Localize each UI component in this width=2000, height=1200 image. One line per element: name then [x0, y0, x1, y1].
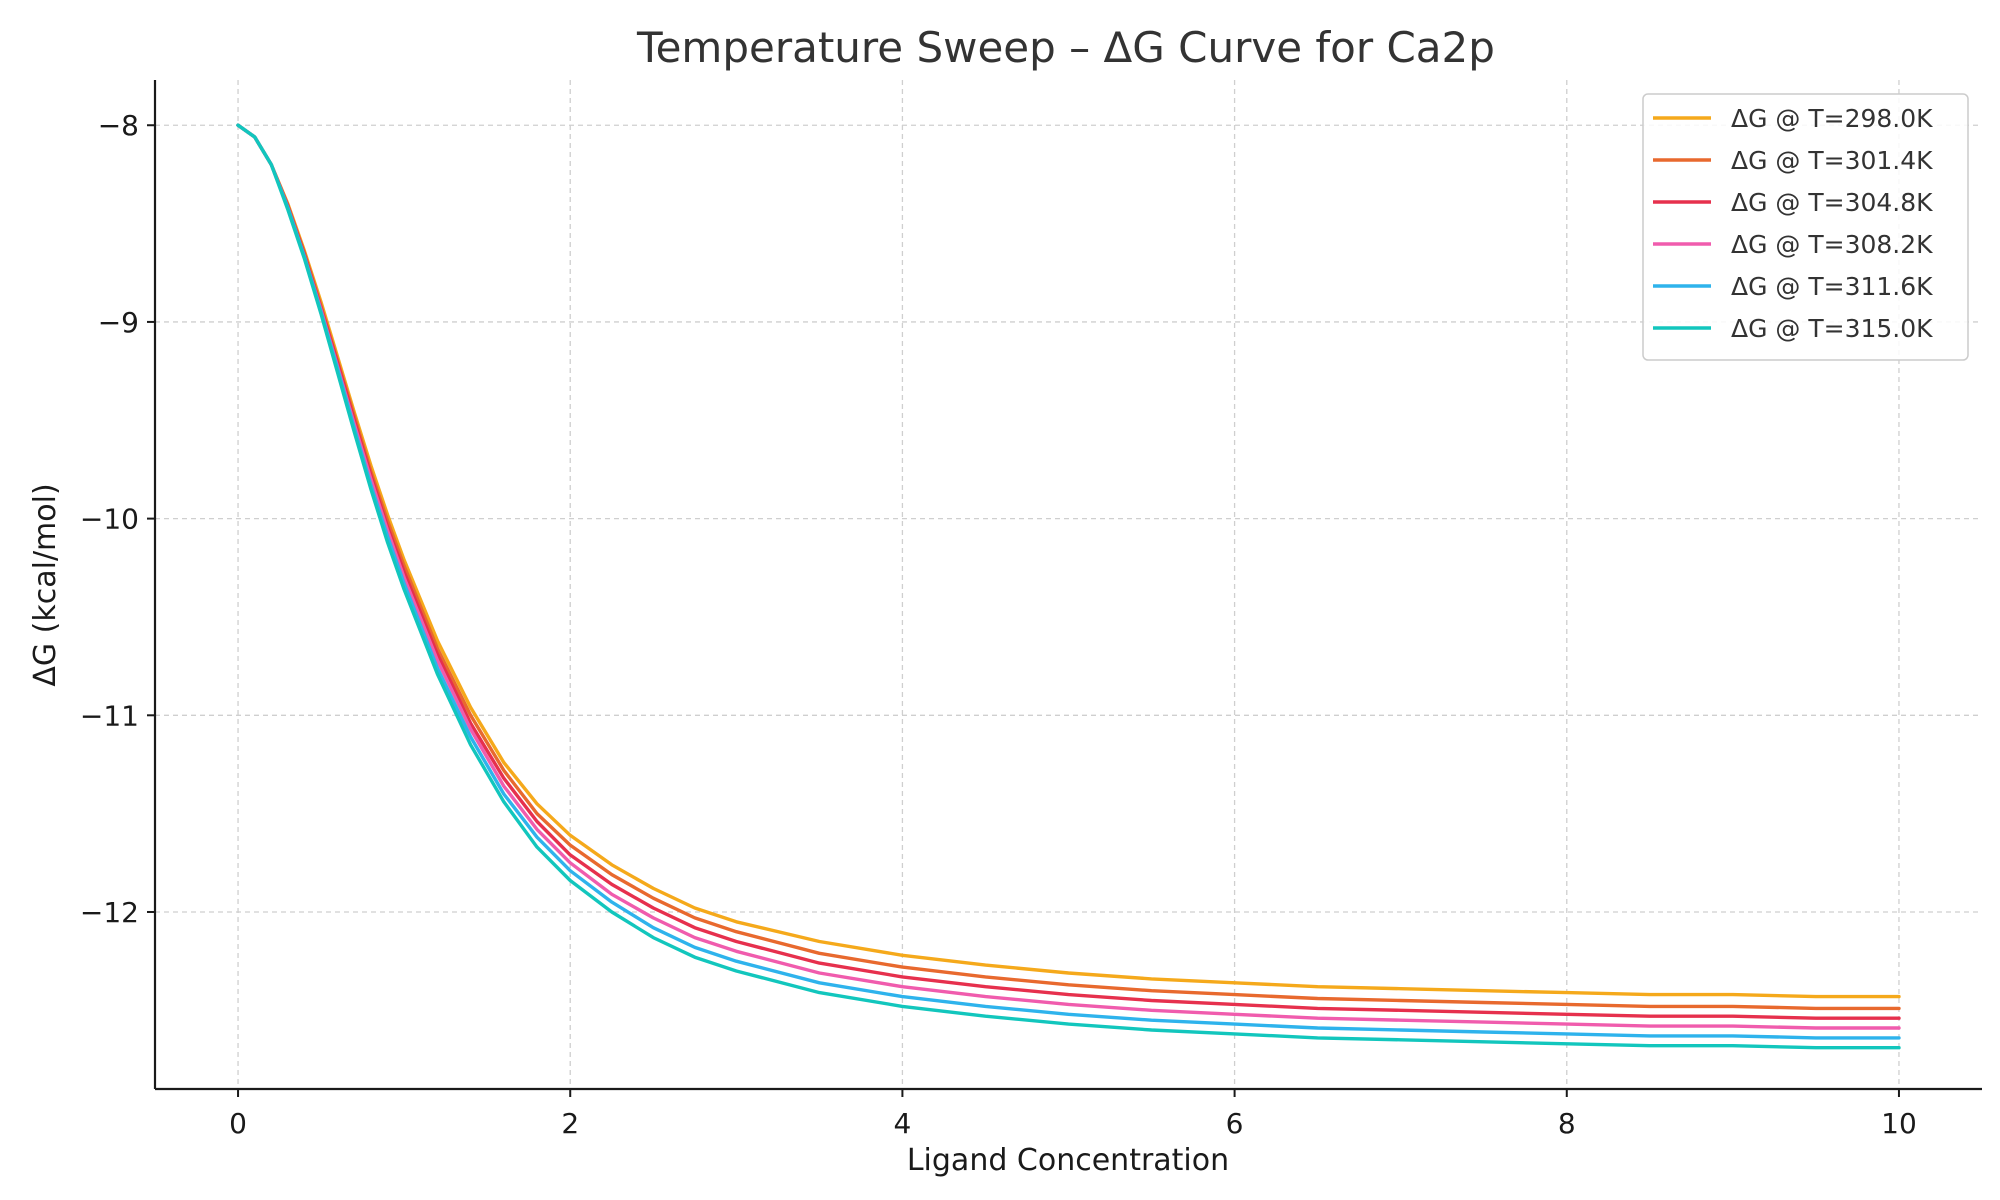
legend-label: ΔG @ T=301.4K: [1731, 146, 1933, 175]
x-tick-label: 10: [1881, 1107, 1917, 1140]
y-axis-title: ΔG (kcal/mol): [28, 483, 63, 686]
x-tick-label: 8: [1558, 1107, 1576, 1140]
series-line-6: [236, 123, 1901, 1050]
chart-title: Temperature Sweep – ΔG Curve for Ca2p: [636, 23, 1495, 72]
grid: [155, 80, 1982, 1089]
x-tick-label: 6: [1226, 1107, 1244, 1140]
y-tick-label: −10: [80, 503, 139, 536]
legend-label: ΔG @ T=298.0K: [1731, 104, 1933, 133]
legend-box: [1642, 93, 1969, 361]
legend-label: ΔG @ T=308.2K: [1731, 230, 1933, 259]
y-tick-label: −8: [98, 109, 139, 142]
x-axis-title: Ligand Concentration: [907, 1143, 1229, 1178]
y-tick-label: −12: [80, 896, 139, 929]
axes: [153, 80, 1982, 1091]
series-lines: [236, 123, 1901, 1050]
x-tick-label: 2: [561, 1107, 579, 1140]
legend: ΔG @ T=298.0K ΔG @ T=301.4K ΔG @ T=304.8K Δ…: [1642, 93, 1969, 361]
x-tick-label: 4: [893, 1107, 911, 1140]
y-tick-label: −11: [80, 699, 139, 732]
y-tick-label: −9: [98, 306, 139, 339]
tick-labels: 0 2 4 6 8 10 −8 −9 −10 −11 −12: [80, 109, 1917, 1140]
legend-label: ΔG @ T=304.8K: [1731, 188, 1933, 217]
legend-label: ΔG @ T=311.6K: [1731, 272, 1933, 301]
x-tick-label: 0: [229, 1107, 247, 1140]
legend-label: ΔG @ T=315.0K: [1731, 314, 1933, 343]
